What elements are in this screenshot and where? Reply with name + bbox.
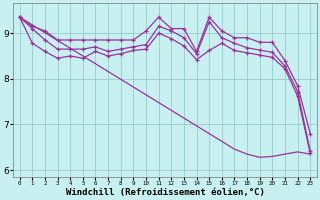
X-axis label: Windchill (Refroidissement éolien,°C): Windchill (Refroidissement éolien,°C) [66, 188, 264, 197]
